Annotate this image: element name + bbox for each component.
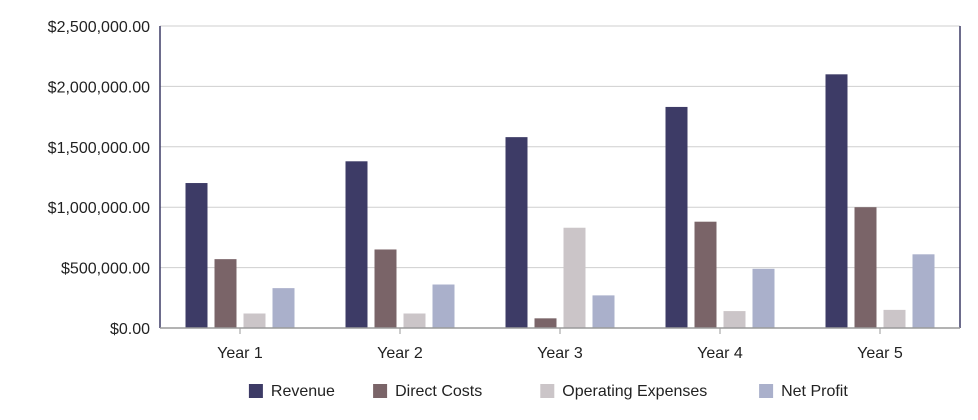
legend-swatch-direct-costs [373,384,388,398]
legend-label-net-profit: Net Profit [781,383,848,400]
bar-direct-costs-year-2 [374,249,397,328]
x-tick-label: Year 2 [377,345,423,362]
x-tick-label: Year 3 [537,345,583,362]
legend-label-revenue: Revenue [271,383,335,400]
x-tick-label: Year 5 [857,345,903,362]
legend-swatch-operating-expenses [540,384,555,398]
bar-direct-costs-year-3 [534,318,557,328]
bar-operating-expenses-year-3 [563,227,586,328]
bar-net-profit-year-4 [752,268,775,328]
legend-label-direct-costs: Direct Costs [395,383,482,400]
bar-revenue-year-5 [825,74,848,328]
bars [185,74,935,328]
bar-net-profit-year-3 [592,295,615,328]
bar-operating-expenses-year-2 [403,313,426,328]
bar-revenue-year-3 [505,137,528,328]
x-tick-label: Year 4 [697,345,743,362]
bar-direct-costs-year-1 [214,259,237,328]
bar-net-profit-year-2 [432,284,455,328]
bar-revenue-year-1 [185,183,208,328]
x-tick-label: Year 1 [217,345,263,362]
bar-direct-costs-year-4 [694,221,717,328]
y-axis: $0.00 $500,000.00 $1,000,000.00 $1,500,000.… [48,19,961,338]
bar-direct-costs-year-5 [854,207,877,328]
bar-operating-expenses-year-1 [243,313,266,328]
y-tick-label: $2,500,000.00 [48,19,150,36]
bar-operating-expenses-year-4 [723,311,746,328]
y-tick-label: $1,000,000.00 [48,200,150,217]
bar-operating-expenses-year-5 [883,309,906,328]
bar-net-profit-year-5 [912,254,935,328]
y-tick-label: $2,000,000.00 [48,79,150,96]
y-tick-label: $0.00 [110,321,150,338]
legend-label-operating-expenses: Operating Expenses [562,383,707,400]
legend-swatch-net-profit [759,384,774,398]
y-tick-label: $500,000.00 [61,261,150,278]
legend: Revenue Direct Costs Operating Expenses Net… [248,383,848,400]
y-tick-label: $1,500,000.00 [48,140,150,157]
bar-net-profit-year-1 [272,288,295,328]
bar-revenue-year-4 [665,106,688,328]
x-axis: Year 1 Year 2 Year 3 Year 4 Year 5 [160,327,960,362]
legend-swatch-revenue [248,384,263,398]
bar-revenue-year-2 [345,161,368,328]
